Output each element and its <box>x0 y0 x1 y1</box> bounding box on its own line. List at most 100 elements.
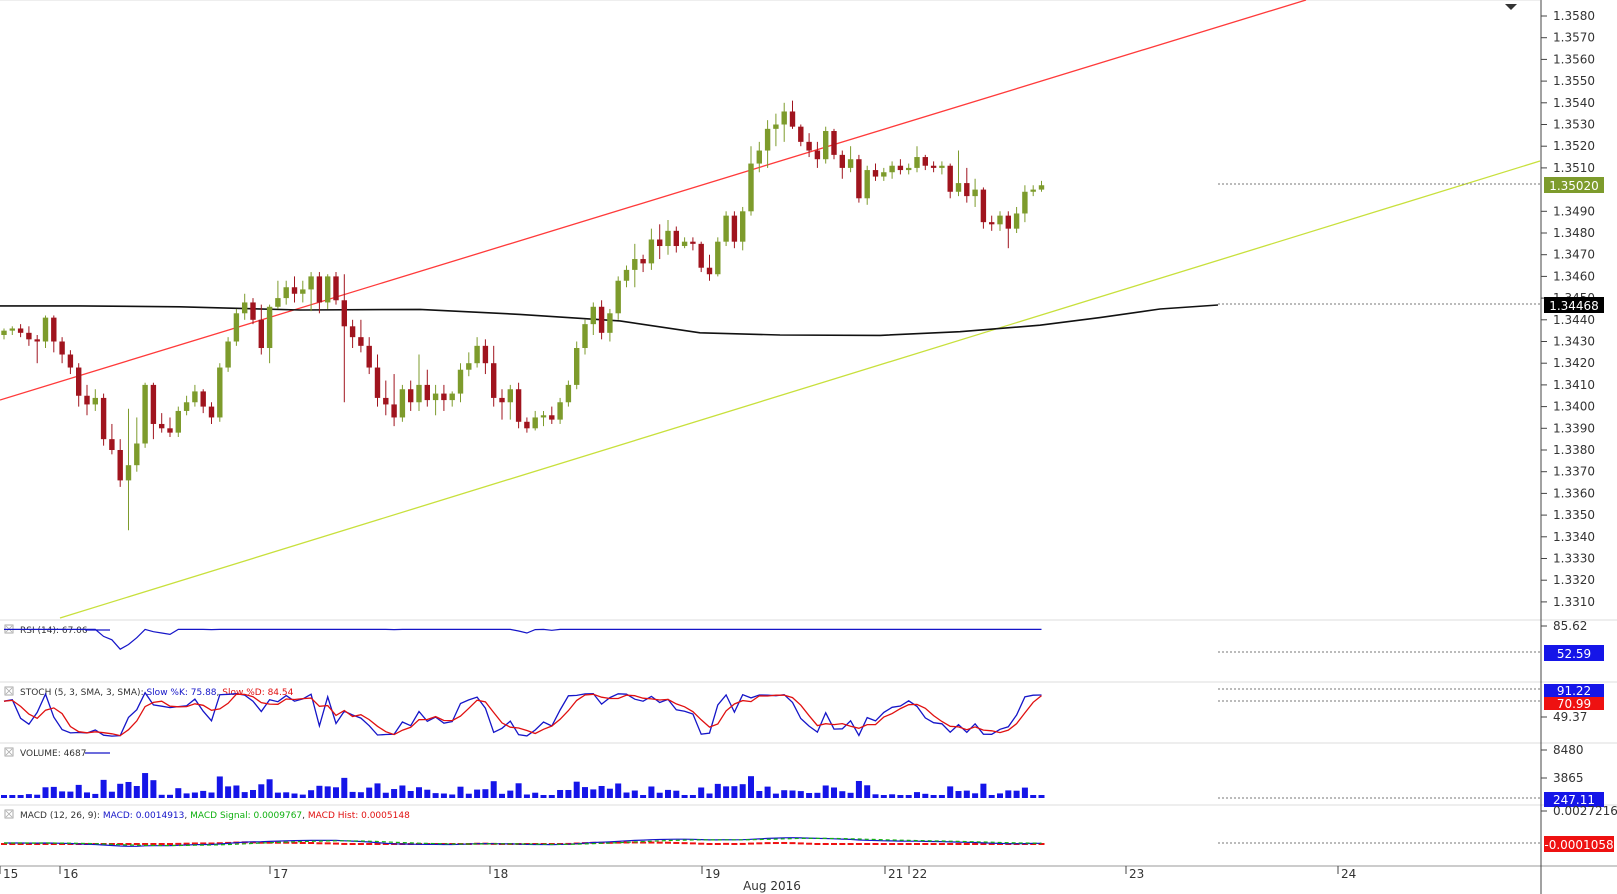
macd-hist-bar <box>897 843 904 845</box>
candle-up <box>474 345 480 364</box>
volume-bar <box>739 784 746 798</box>
volume-label: VOLUME: 4687 <box>20 749 87 759</box>
macd-hist-bar <box>266 841 273 844</box>
candle-up <box>399 389 406 418</box>
candle-down <box>524 421 530 429</box>
volume-bar <box>681 795 688 798</box>
candle-down <box>731 215 738 242</box>
macd-hist-bar <box>714 843 721 845</box>
volume-bar <box>714 783 721 798</box>
macd-hist-bar <box>291 841 298 844</box>
candle-up <box>582 324 588 349</box>
candle-down <box>291 287 298 294</box>
candle-up <box>756 150 762 164</box>
price-axis: 1.3580 1.3570 1.3560 1.3550 1.3540 1.3530 1.35… <box>1540 0 1617 894</box>
candle-down <box>250 302 256 320</box>
price-tick-label: 1.3380 <box>1553 443 1595 457</box>
price-tick-label: 1.3570 <box>1553 31 1595 45</box>
stoch-d-label: Slow %D: 84.54 <box>222 688 293 698</box>
volume-bar <box>806 793 813 798</box>
candle-up <box>781 111 787 125</box>
time-tick-label: 19 <box>705 867 720 881</box>
candle-up <box>283 287 289 299</box>
price-tick-label: 1.3330 <box>1553 552 1595 566</box>
volume-bar <box>831 787 837 798</box>
price-tick-label: 1.3440 <box>1553 313 1595 327</box>
volume-bar <box>515 783 522 798</box>
macd-hist-bar <box>972 843 979 845</box>
candle-up <box>715 241 721 275</box>
price-tick-label: 1.3400 <box>1553 400 1595 414</box>
price-tick-label: 1.3320 <box>1553 573 1595 587</box>
candle-up <box>681 241 688 247</box>
volume-bar <box>698 787 705 798</box>
volume-bar <box>997 793 1003 798</box>
volume-bar <box>1013 790 1020 798</box>
macd-hist-bar <box>34 843 41 845</box>
volume-bar <box>75 784 82 798</box>
macd-hist-bar <box>914 843 920 845</box>
macd-hist-bar <box>324 842 331 845</box>
macd-hist-bar <box>382 843 389 845</box>
macd-hist-bar <box>615 841 622 844</box>
volume-bar <box>100 779 107 798</box>
price-tick-label: 1.3460 <box>1553 269 1595 283</box>
lower-channel-line <box>59 160 1541 619</box>
volume-bar <box>266 779 273 798</box>
candle-down <box>690 241 696 244</box>
macd-hist-bar <box>764 842 771 845</box>
volume-tick-high: 8480 <box>1553 743 1584 757</box>
dropdown-icon[interactable] <box>1505 4 1517 10</box>
volume-pane: VOLUME: 4687 <box>1 747 1540 799</box>
candle-up <box>748 163 754 212</box>
macd-tick: 0.0027216 <box>1553 804 1617 818</box>
volume-bar <box>191 792 198 798</box>
macd-hist-bar <box>839 843 846 845</box>
candle-up <box>42 317 49 342</box>
candle-down <box>84 395 90 405</box>
candle-down <box>482 345 489 364</box>
volume-bar <box>391 789 398 798</box>
volume-bar <box>233 785 240 798</box>
volume-bar <box>34 794 41 798</box>
macd-hist-bar <box>283 841 290 844</box>
macd-hist-bar <box>9 842 16 845</box>
macd-hist-bar <box>980 843 987 845</box>
volume-bar <box>1038 795 1045 798</box>
price-tick-label: 1.3470 <box>1553 248 1595 262</box>
stoch-d-tag <box>1544 697 1604 710</box>
candle-up <box>233 313 240 342</box>
volume-bar <box>490 781 497 798</box>
price-tick-label: 1.3310 <box>1553 595 1595 609</box>
volume-bar <box>938 795 945 798</box>
volume-bar <box>839 791 846 798</box>
macd-hist-bar <box>889 843 896 845</box>
volume-bar <box>864 785 871 798</box>
volume-bars <box>1 773 1045 798</box>
volume-bar <box>673 790 680 798</box>
volume-bar <box>407 791 414 798</box>
macd-hist-bar <box>208 842 215 845</box>
candle-up <box>266 306 273 349</box>
macd-hist-bar <box>50 843 57 845</box>
stoch-pane: STOCH (5, 3, SMA, 3, SMA): Slow %K: 75.8… <box>3 686 1540 737</box>
volume-bar <box>598 785 605 798</box>
candle-up <box>881 172 887 177</box>
macd-hist-bar <box>250 841 256 844</box>
candle-up <box>225 341 231 368</box>
macd-hist-bar <box>606 841 613 844</box>
svg-text:STOCH (5, 3, SMA, 3, SMA): Slo: STOCH (5, 3, SMA, 3, SMA): Slow %K: 75.8… <box>20 688 294 698</box>
volume-bar <box>897 795 904 798</box>
candle-down <box>117 450 123 481</box>
macd-value-label: MACD: 0.0014913 <box>103 811 185 821</box>
macd-hist-bar <box>648 841 655 844</box>
macd-hist-bar <box>698 842 705 845</box>
candle-down <box>366 345 372 368</box>
candle-up <box>623 269 630 281</box>
volume-bar <box>465 793 472 798</box>
moving-average-line <box>0 304 1219 337</box>
candle-down <box>1005 215 1011 229</box>
macd-hist-bar <box>756 842 763 845</box>
volume-bar <box>316 785 323 798</box>
